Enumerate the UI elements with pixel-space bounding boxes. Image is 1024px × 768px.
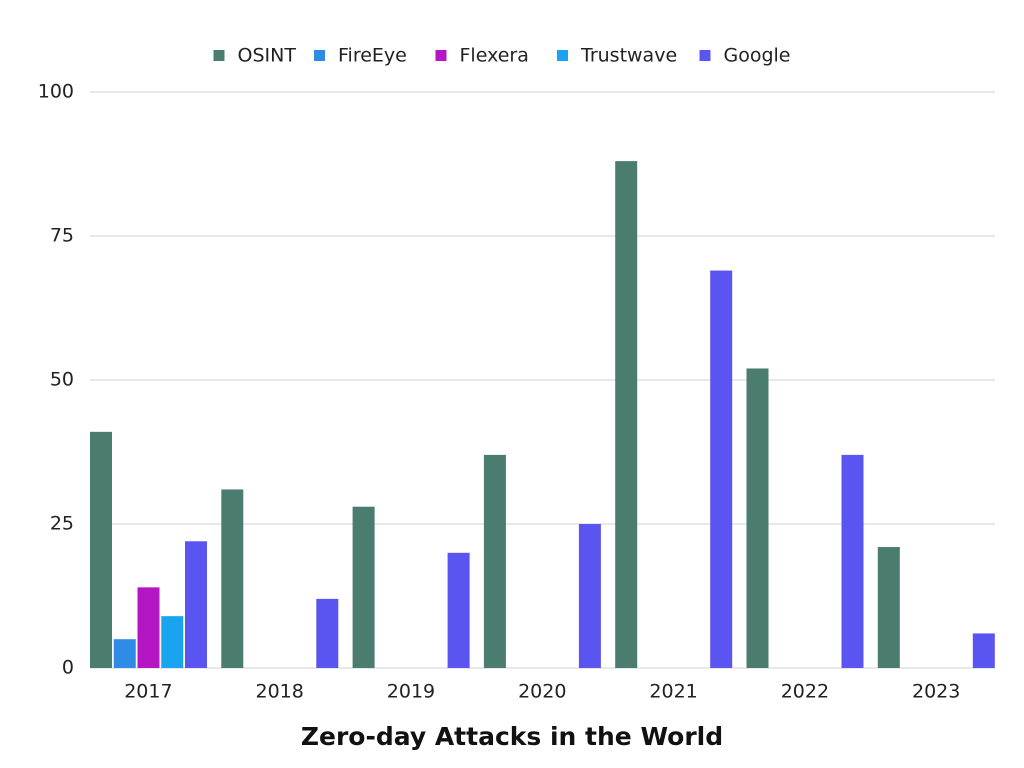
bar: [221, 489, 244, 668]
bar: [746, 368, 769, 668]
y-tick-label: 25: [50, 513, 74, 535]
bar: [161, 616, 184, 668]
legend-label: FireEye: [338, 45, 407, 67]
y-tick-label: 0: [62, 657, 74, 679]
legend-swatch: [314, 50, 325, 61]
y-tick-label: 50: [50, 369, 74, 391]
x-tick-label: 2018: [255, 681, 303, 703]
legend-label: Flexera: [460, 45, 529, 67]
bar: [90, 431, 112, 668]
bar: [483, 454, 506, 668]
legend-label: Trustwave: [580, 45, 677, 67]
bar: [113, 639, 136, 668]
bar: [972, 633, 995, 668]
x-tick-label: 2021: [649, 681, 697, 703]
bar: [877, 547, 900, 668]
bar: [352, 506, 375, 668]
bar: [841, 454, 864, 668]
x-tick-label: 2019: [387, 681, 435, 703]
bar: [447, 552, 470, 668]
legend-label: Google: [724, 45, 791, 67]
x-tick-label: 2023: [912, 681, 960, 703]
legend-swatch: [557, 50, 568, 61]
bar: [710, 270, 733, 668]
bar: [137, 587, 160, 668]
bar: [185, 541, 207, 668]
legend-swatch: [699, 50, 711, 61]
x-tick-label: 2017: [124, 681, 172, 703]
x-tick-label: 2020: [518, 681, 566, 703]
chart-title: Zero-day Attacks in the World: [301, 722, 723, 751]
legend-swatch: [435, 50, 447, 61]
legend-label: OSINT: [238, 45, 297, 67]
bar: [316, 598, 339, 668]
x-tick-label: 2022: [781, 681, 829, 703]
bar: [578, 524, 601, 668]
y-tick-label: 100: [38, 81, 74, 103]
bar: [615, 161, 638, 668]
legend-swatch: [213, 50, 225, 61]
y-tick-label: 75: [50, 225, 74, 247]
